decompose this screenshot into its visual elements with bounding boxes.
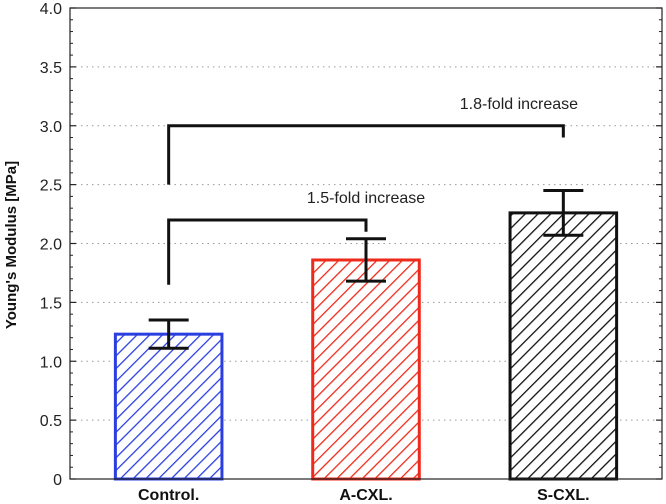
y-tick-label: 1.5: [40, 295, 62, 312]
error-bar: [148, 318, 189, 350]
y-tick-label: 3.0: [40, 119, 62, 136]
significance-brackets: 1.5-fold increase 1.8-fold increase: [167, 96, 578, 285]
bar-control: [113, 332, 224, 481]
y-tick-label: 0: [53, 472, 62, 489]
bar-s-cxl: [508, 211, 619, 481]
x-category-label: A-CXL.: [339, 487, 392, 504]
significance-bracket: 1.5-fold increase: [167, 190, 425, 285]
y-tick-label: 4.0: [40, 1, 62, 18]
fold-increase-label: 1.8-fold increase: [460, 96, 578, 113]
y-tick-label: 1.0: [40, 354, 62, 371]
fold-increase-label: 1.5-fold increase: [307, 190, 425, 207]
x-category-label: Control.: [138, 487, 199, 504]
error-bars: [148, 189, 584, 350]
axes: 0 0.5 1.0 1.5 2.0 2.5 3.0 3.5 4.0 Control. A-CXL. S…: [40, 1, 663, 504]
error-bar: [346, 237, 386, 283]
y-axis-label: Young's Modulus [MPa]: [3, 161, 20, 329]
y-tick-label: 2.5: [40, 178, 62, 195]
y-tick-label: 0.5: [40, 413, 62, 430]
bar-a-cxl: [311, 258, 421, 481]
x-category-label: S-CXL.: [537, 487, 589, 504]
y-tick-label: 3.5: [40, 60, 62, 77]
error-bar: [543, 189, 584, 237]
y-tick-label: 2.0: [40, 237, 62, 254]
significance-bracket: 1.8-fold increase: [167, 96, 578, 185]
